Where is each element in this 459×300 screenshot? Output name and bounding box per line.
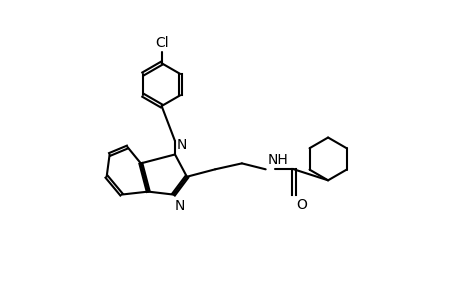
Text: N: N — [177, 138, 187, 152]
Text: NH: NH — [267, 153, 287, 167]
Text: O: O — [296, 198, 307, 212]
Text: N: N — [174, 199, 185, 213]
Text: Cl: Cl — [155, 36, 168, 50]
